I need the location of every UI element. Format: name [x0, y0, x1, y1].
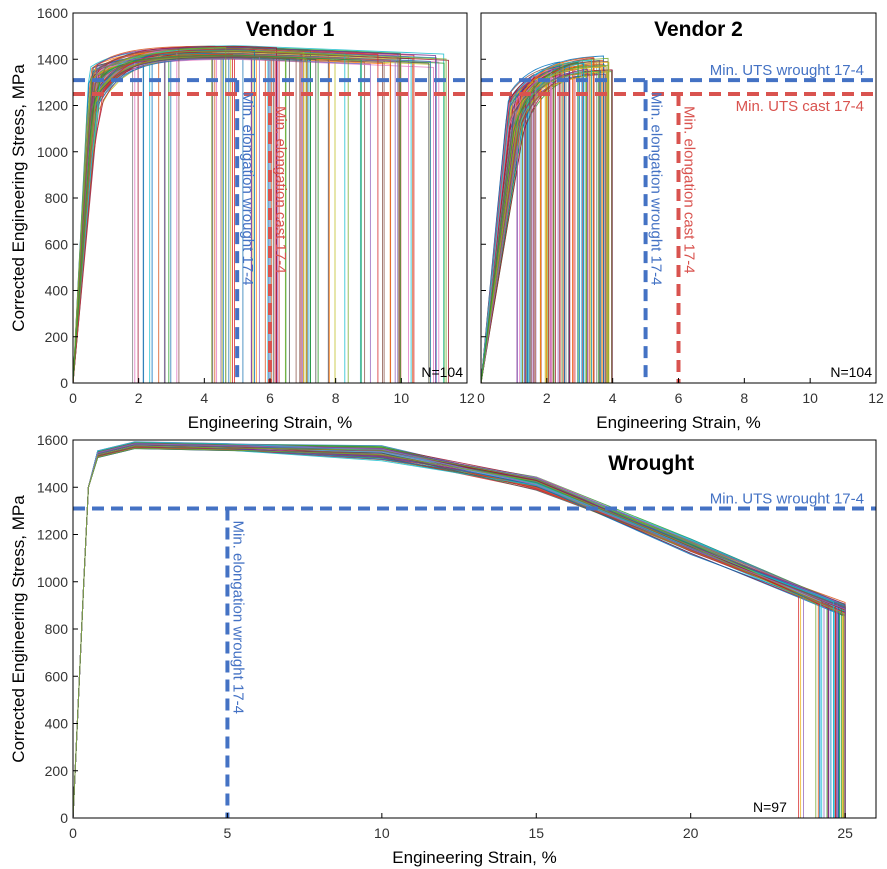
panel-3-ref-elong-wrought-label: Min. elongation wrought 17-4 — [229, 521, 246, 714]
panel-1-xlabel: Engineering Strain, % — [188, 413, 352, 432]
panel-1-ylabel: Corrected Engineering Stress, MPa — [9, 64, 28, 332]
specimen-curve — [73, 53, 392, 383]
panel-3-xtick-label: 25 — [837, 825, 853, 841]
specimen-curve — [481, 59, 592, 383]
panel-1-xtick-label: 4 — [200, 390, 208, 406]
panel-1-ytick-label: 400 — [45, 283, 69, 299]
panel-3-xtick-label: 20 — [683, 825, 699, 841]
panel-3-ref-uts-wrought-label: Min. UTS wrought 17-4 — [710, 491, 864, 508]
panel-1-curves — [73, 45, 449, 383]
panel-1-xtick-label: 10 — [394, 390, 410, 406]
panel-2-title: Vendor 2 — [654, 18, 743, 41]
panel-3-plot-area — [73, 440, 876, 818]
panel-2-xtick-label: 10 — [802, 390, 818, 406]
panel-1-xtick-label: 2 — [135, 390, 143, 406]
panel-2-xtick-label: 4 — [609, 390, 617, 406]
panel-1-ytick-label: 600 — [45, 236, 69, 252]
panel-3-xtick-label: 15 — [528, 825, 544, 841]
specimen-curve — [73, 50, 349, 383]
panel-1-ytick-label: 1600 — [37, 5, 68, 21]
panel-1-ytick-label: 1000 — [37, 144, 68, 160]
panel-1-title: Vendor 1 — [246, 18, 335, 41]
panel-3-xlabel: Engineering Strain, % — [392, 848, 556, 867]
specimen-curve — [481, 64, 609, 383]
panel-2-ref-uts-wrought-label: Min. UTS wrought 17-4 — [710, 62, 864, 79]
panel-2-xtick-label: 8 — [740, 390, 748, 406]
panel-1-ytick-label: 200 — [45, 329, 69, 345]
panel-3-ytick-label: 0 — [60, 810, 68, 826]
panel-1-xtick-label: 12 — [459, 390, 475, 406]
panel-2-xlabel: Engineering Strain, % — [596, 413, 760, 432]
specimen-curve — [73, 447, 817, 818]
panel-2-ref-elong-cast-label: Min. elongation cast 17-4 — [681, 106, 698, 274]
panel-2-ref-uts-cast-label: Min. UTS cast 17-4 — [736, 98, 864, 115]
specimen-curve — [73, 48, 379, 383]
panel-3-ytick-label: 200 — [45, 763, 69, 779]
specimen-curve — [73, 45, 277, 383]
panel-2-xtick-label: 6 — [675, 390, 683, 406]
chrome-layer: 0 2 4 6 8 10 1202004006008001000120014001600Ve… — [9, 5, 884, 867]
panel-1-xtick-label: 8 — [332, 390, 340, 406]
panel-1-count-label: N=104 — [421, 364, 463, 380]
panel-3-count-label: N=97 — [753, 799, 787, 815]
panel-2-curves — [481, 55, 613, 383]
panel-3-title: Wrought — [608, 452, 694, 475]
specimen-curve — [73, 48, 180, 383]
panel-2-xtick-label: 2 — [543, 390, 551, 406]
panel-3-ylabel: Corrected Engineering Stress, MPa — [9, 495, 28, 763]
panel-1-ytick-label: 800 — [45, 190, 69, 206]
panel-2-xtick-label: 0 — [477, 390, 485, 406]
panel-3-xtick-label: 0 — [69, 825, 77, 841]
curves-layer: Min. elongation wrought 17-4 Min. elongat… — [73, 13, 876, 818]
specimen-curve — [481, 61, 579, 383]
panel-1-ytick-label: 1400 — [37, 51, 68, 67]
panel-2-ref-elong-wrought-label: Min. elongation wrought 17-4 — [648, 92, 665, 285]
panel-2-xtick-label: 12 — [868, 390, 884, 406]
panel-3-ytick-label: 1600 — [37, 432, 68, 448]
panel-2-count-label: N=104 — [830, 364, 872, 380]
panel-1-ytick-label: 0 — [60, 375, 68, 391]
panel-3-curves — [73, 441, 846, 818]
specimen-curve — [73, 46, 437, 383]
panel-1-xtick-label: 0 — [69, 390, 77, 406]
panel-3-ytick-label: 400 — [45, 716, 69, 732]
panel-3-ytick-label: 800 — [45, 621, 69, 637]
panel-3-ytick-label: 1200 — [37, 527, 68, 543]
panel-3-ytick-label: 1400 — [37, 479, 68, 495]
panel-3-xtick-label: 5 — [224, 825, 232, 841]
panel-1-xtick-label: 6 — [266, 390, 274, 406]
panel-1-ref-elong-wrought-label: Min. elongation wrought 17-4 — [239, 92, 256, 285]
specimen-curve — [73, 55, 297, 383]
panel-3-ytick-label: 1000 — [37, 574, 68, 590]
panel-1-ref-elong-cast-label: Min. elongation cast 17-4 — [272, 106, 289, 274]
panel-1-ytick-label: 1200 — [37, 98, 68, 114]
specimen-curve — [481, 145, 518, 383]
panel-3-ytick-label: 600 — [45, 668, 69, 684]
panel-3-xtick-label: 10 — [374, 825, 390, 841]
specimen-curve — [73, 54, 362, 383]
